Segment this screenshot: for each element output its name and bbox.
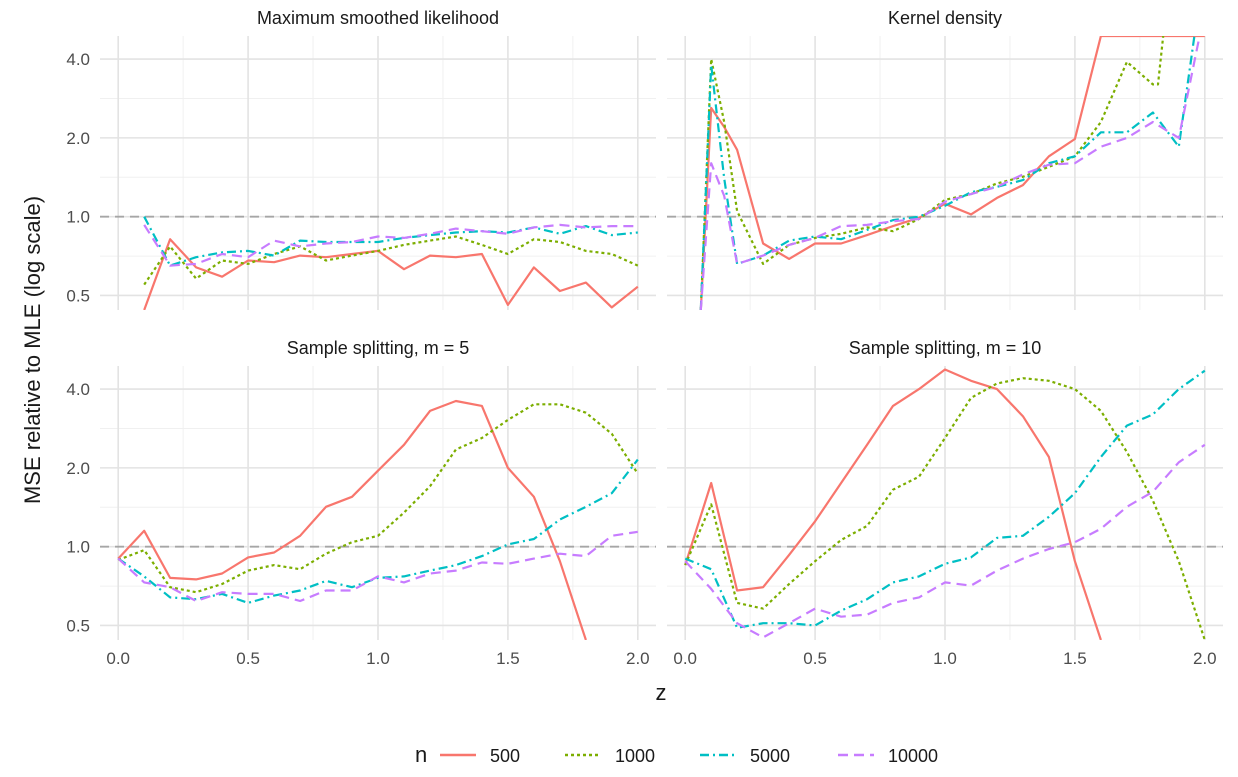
series-line-500 — [117, 399, 587, 640]
series-line-500 — [699, 36, 1205, 310]
series-line-5000 — [699, 36, 1196, 310]
x-tick-label: 1.5 — [1063, 649, 1087, 668]
series-line-5000 — [684, 369, 1206, 629]
y-tick-label: 4.0 — [66, 50, 90, 69]
y-tick-label: 1.0 — [66, 208, 90, 227]
legend-item-5000: 5000 — [700, 746, 790, 766]
panels-layer: Maximum smoothed likelihood 0.5 1.0 2.0 4.0 K… — [66, 8, 1223, 668]
series-line-10000 — [117, 530, 638, 603]
legend-label: 10000 — [888, 746, 938, 766]
y-tick-label: 1.0 — [66, 538, 90, 557]
series-line-1000 — [699, 36, 1165, 310]
legend-label: 5000 — [750, 746, 790, 766]
series-line-10000 — [699, 36, 1201, 310]
series-line-5000 — [143, 216, 638, 267]
legend-item-1000: 1000 — [565, 746, 655, 766]
legend-item-500: 500 — [440, 746, 520, 766]
y-tick-label: 0.5 — [66, 286, 90, 305]
panel-2: Kernel density — [667, 8, 1223, 310]
x-tick-label: 2.0 — [1193, 649, 1217, 668]
series-line-10000 — [143, 223, 638, 267]
series-line-500 — [143, 238, 639, 310]
legend-label: 500 — [490, 746, 520, 766]
x-tick-label: 0.0 — [106, 649, 130, 668]
x-tick-label: 0.5 — [803, 649, 827, 668]
x-tick-label: 1.0 — [933, 649, 957, 668]
legend: n 500 1000 5000 10000 — [415, 742, 938, 767]
panel-1: Maximum smoothed likelihood 0.5 1.0 2.0 4.0 — [66, 8, 656, 310]
x-axis-title: z — [656, 680, 667, 705]
x-tick-label: 1.5 — [496, 649, 520, 668]
legend-label: 1000 — [615, 746, 655, 766]
x-tick-label: 0.5 — [236, 649, 260, 668]
series-line-500 — [684, 368, 1102, 640]
panel-3: Sample splitting, m = 5 0.5 1.0 2.0 4.0 0.0 0.… — [66, 338, 656, 668]
y-tick-label: 0.5 — [66, 616, 90, 635]
series-line-1000 — [117, 403, 639, 594]
panel-title: Sample splitting, m = 10 — [849, 338, 1042, 358]
x-tick-label: 1.0 — [366, 649, 390, 668]
series-line-1000 — [143, 235, 639, 286]
y-tick-label: 4.0 — [66, 380, 90, 399]
legend-item-10000: 10000 — [838, 746, 938, 766]
y-axis-title: MSE relative to MLE (log scale) — [20, 196, 45, 504]
x-tick-label: 0.0 — [673, 649, 697, 668]
series-line-1000 — [684, 377, 1206, 640]
x-tick-label: 2.0 — [626, 649, 650, 668]
panel-title: Maximum smoothed likelihood — [257, 8, 499, 28]
panel-title: Kernel density — [888, 8, 1002, 28]
panel-4: Sample splitting, m = 10 0.0 0.5 1.0 1.5 2.0 — [667, 338, 1223, 668]
legend-title: n — [415, 742, 427, 767]
y-tick-label: 2.0 — [66, 129, 90, 148]
y-tick-label: 2.0 — [66, 459, 90, 478]
series-line-10000 — [684, 443, 1206, 639]
panel-title: Sample splitting, m = 5 — [287, 338, 470, 358]
